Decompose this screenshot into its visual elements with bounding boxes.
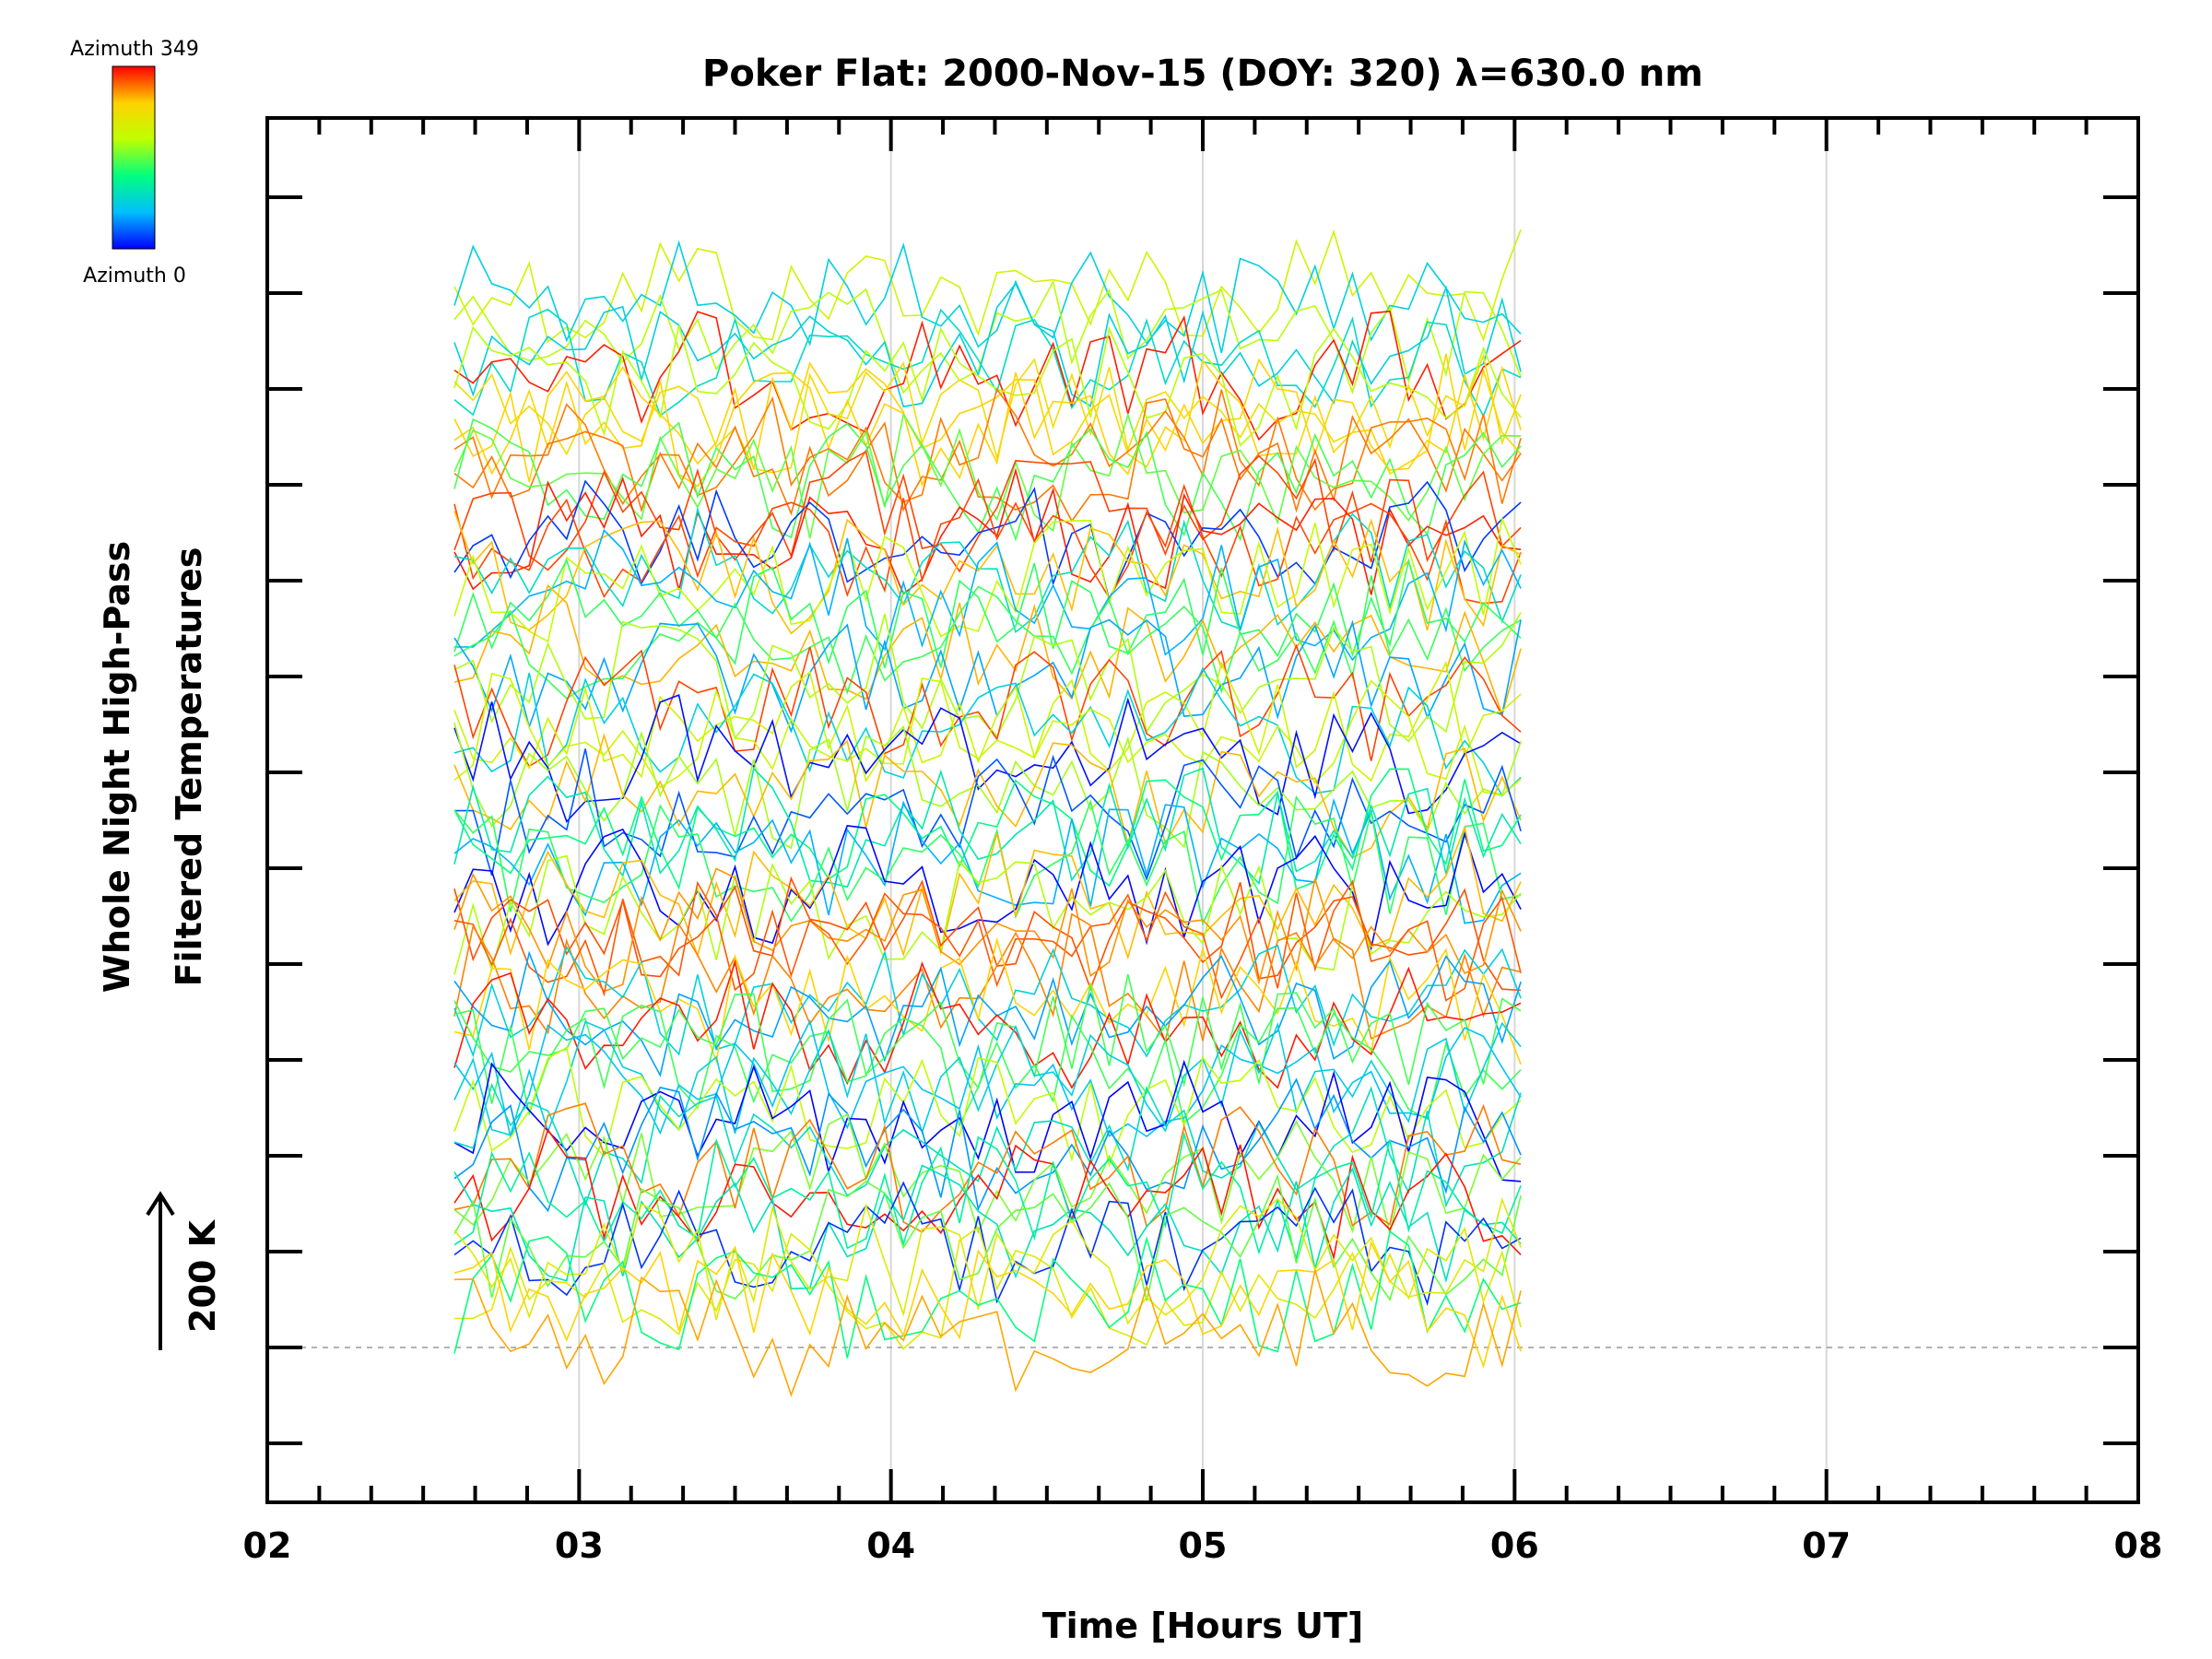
- series-line: [453, 1077, 1522, 1213]
- series-line: [453, 477, 1522, 605]
- series-line: [453, 1197, 1522, 1325]
- series-line: [453, 854, 1522, 975]
- x-tick-label: 07: [1802, 1525, 1851, 1566]
- series-line: [453, 324, 1522, 447]
- x-tick-label: 06: [1490, 1525, 1539, 1566]
- series-line: [453, 643, 1522, 768]
- scale-label: 200 K: [182, 1218, 223, 1333]
- series-line: [453, 660, 1522, 783]
- series-line: [453, 1230, 1522, 1359]
- x-axis-label: Time [Hours UT]: [1042, 1606, 1364, 1646]
- series-line: [453, 748, 1522, 881]
- series-line: [453, 959, 1522, 1089]
- series-line: [453, 528, 1522, 662]
- series-line: [453, 618, 1522, 734]
- series-line: [453, 1005, 1522, 1128]
- series-line: [453, 506, 1522, 634]
- x-tick-label: 05: [1179, 1525, 1228, 1566]
- series-line: [453, 1102, 1522, 1233]
- x-tick-label: 03: [555, 1525, 604, 1566]
- series-line: [453, 450, 1522, 573]
- x-tick-label: 02: [243, 1525, 292, 1566]
- colorbar: [112, 65, 156, 250]
- series-line: [453, 353, 1522, 488]
- series-line: [453, 879, 1522, 1002]
- series-line: [453, 867, 1522, 993]
- series-line: [453, 358, 1522, 488]
- series-line: [453, 229, 1522, 344]
- series-line: [453, 797, 1522, 924]
- series-line: [453, 282, 1522, 408]
- series-line: [453, 974, 1522, 1093]
- x-tick-label: 08: [2114, 1525, 2163, 1566]
- chart-title: Poker Flat: 2000-Nov-15 (DOY: 320) λ=630…: [702, 53, 1703, 95]
- series-line: [453, 794, 1522, 926]
- series-line: [453, 825, 1522, 951]
- series-line: [453, 1269, 1522, 1397]
- series-line: [453, 310, 1522, 441]
- x-tick-label: 04: [866, 1525, 915, 1566]
- series-line: [453, 722, 1522, 850]
- series-group: [453, 229, 1522, 1397]
- colorbar-bottom-label: Azimuth 0: [83, 265, 186, 288]
- series-line: [453, 1240, 1522, 1369]
- series-line: [453, 387, 1522, 512]
- scale-arrow-head: [146, 1191, 175, 1217]
- series-line: [453, 583, 1522, 718]
- series-line: [453, 516, 1522, 643]
- series-line: [453, 398, 1522, 523]
- series-line: [453, 944, 1522, 1058]
- y-axis-label-line1: Whole Night High-Pass: [97, 541, 137, 993]
- series-line: [453, 308, 1522, 418]
- series-line: [453, 672, 1522, 796]
- series-line: [453, 1018, 1522, 1139]
- series-line: [453, 1173, 1522, 1301]
- series-line: [453, 479, 1522, 603]
- series-line: [453, 694, 1522, 823]
- y-axis-label-line2: Filtered Temperatures: [169, 547, 209, 987]
- series-line: [453, 666, 1522, 797]
- series-line: [453, 1112, 1522, 1234]
- series-line: [453, 240, 1522, 354]
- series-line: [453, 1059, 1522, 1182]
- series-line: [453, 1131, 1522, 1262]
- series-line: [453, 511, 1522, 635]
- series-line: [453, 1020, 1522, 1136]
- colorbar-top-label: Azimuth 349: [70, 38, 199, 61]
- series-line: [453, 467, 1522, 595]
- series-line: [453, 733, 1522, 859]
- series-line: [453, 558, 1522, 669]
